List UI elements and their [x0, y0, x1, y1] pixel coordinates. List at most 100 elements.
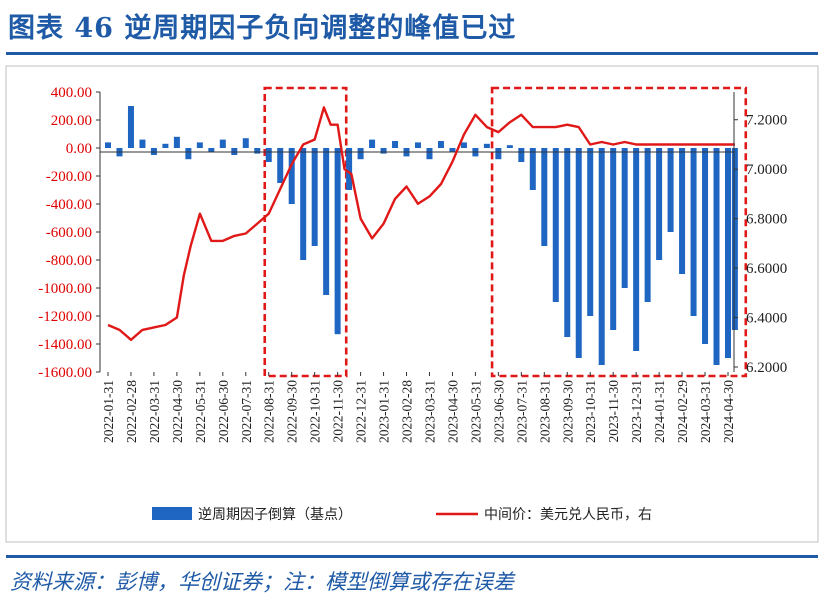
bar	[483, 143, 490, 148]
right-tick-label: 6.6000	[746, 261, 787, 277]
left-tick-label: -200.00	[46, 169, 92, 185]
figure-title: 图表 46 逆周期因子负向调整的峰值已过	[8, 13, 517, 44]
bar	[415, 142, 421, 148]
x-tick-label: 2024-03-31	[698, 380, 713, 443]
bar	[265, 148, 272, 162]
bar	[690, 148, 697, 316]
x-tick-label: 2023-02-28	[400, 380, 415, 443]
x-tick-label: 2022-08-31	[262, 380, 277, 443]
right-tick-label: 7.0000	[746, 162, 787, 178]
bar	[702, 148, 709, 344]
x-tick-label: 2022-12-31	[354, 380, 369, 443]
x-tick-label: 2023-08-31	[537, 380, 552, 443]
x-tick-label: 2023-05-31	[468, 380, 483, 443]
bar	[254, 148, 261, 154]
bar	[392, 141, 399, 148]
legend-line-label: 中间价：美元兑人民币，右	[484, 507, 652, 523]
x-tick-label: 2022-05-31	[193, 380, 208, 443]
bar	[437, 141, 444, 148]
bar	[506, 145, 513, 148]
right-tick-label: 6.4000	[746, 311, 787, 327]
bar	[334, 148, 341, 335]
highlight-boxes	[263, 86, 748, 378]
left-tick-label: -400.00	[46, 197, 92, 213]
bar	[541, 148, 548, 246]
x-tick-label: 2022-03-31	[147, 380, 162, 443]
left-tick-label: 0.00	[66, 141, 92, 157]
bar	[679, 148, 686, 274]
bar	[644, 148, 651, 302]
x-tick-label: 2022-09-30	[285, 380, 300, 443]
bar	[610, 148, 617, 330]
x-axis-ticks: 2022-01-31 2022-02-28 2022-03-31 2022-04-30…	[101, 372, 736, 443]
left-tick-label: 400.00	[51, 85, 92, 101]
x-tick-label: 2022-02-28	[124, 380, 139, 443]
left-tick-label: -1200.00	[38, 309, 92, 325]
bar	[173, 136, 180, 148]
bar	[656, 148, 663, 260]
x-tick-label: 2022-04-30	[170, 380, 185, 443]
left-tick-label: 200.00	[51, 113, 92, 129]
legend-bar-swatch	[152, 507, 192, 520]
x-tick-label: 2024-04-30	[721, 380, 736, 443]
bar	[621, 148, 628, 288]
bar	[633, 148, 640, 351]
x-tick-label: 2023-06-30	[491, 380, 506, 443]
bar	[288, 148, 295, 204]
bar	[460, 142, 467, 148]
bar	[552, 148, 559, 302]
fx-line	[107, 106, 735, 341]
bar	[587, 148, 594, 316]
bar	[495, 148, 502, 160]
bar	[139, 139, 146, 148]
title-rule	[6, 52, 818, 55]
x-tick-label: 2023-12-31	[629, 380, 644, 443]
left-axis-ticks: 400.00 200.00 0.00 -200.00 -400.00 -600.00 -80…	[38, 85, 100, 381]
x-tick-label: 2022-07-31	[239, 380, 254, 443]
bar	[311, 148, 318, 246]
bar	[162, 143, 169, 148]
bar	[449, 148, 456, 153]
x-tick-label: 2022-10-31	[308, 380, 323, 443]
footer-rule	[6, 555, 818, 558]
bar	[667, 148, 674, 232]
x-tick-label: 2022-01-31	[101, 380, 116, 443]
source-note: 资料来源：彭博，华创证券；注：模型倒算或存在误差	[10, 570, 514, 594]
bar	[426, 148, 433, 160]
bar	[564, 148, 571, 337]
bar	[277, 148, 284, 183]
x-tick-label: 2022-06-30	[216, 380, 231, 443]
left-tick-label: -800.00	[46, 253, 92, 269]
bar	[219, 139, 226, 148]
left-tick-label: -1600.00	[38, 365, 92, 381]
bar	[713, 148, 720, 365]
bar	[323, 148, 330, 295]
bar	[185, 148, 192, 160]
right-tick-label: 6.2000	[746, 360, 787, 376]
bar	[242, 138, 249, 148]
bar	[529, 148, 536, 190]
bar	[127, 106, 134, 148]
highlight-box-2	[490, 86, 748, 378]
x-tick-label: 2022-11-30	[331, 380, 346, 443]
x-tick-label: 2024-01-31	[652, 380, 667, 443]
bar	[598, 148, 605, 365]
legend-bar-label: 逆周期因子倒算（基点）	[198, 506, 352, 523]
left-tick-label: -1000.00	[38, 281, 92, 297]
bar	[380, 148, 387, 154]
bar	[346, 148, 353, 190]
right-tick-label: 7.2000	[746, 113, 787, 129]
x-tick-label: 2023-11-30	[606, 380, 621, 443]
left-tick-label: -600.00	[46, 225, 92, 241]
bar	[725, 148, 731, 358]
highlight-box-1	[263, 86, 348, 378]
bar-series	[105, 106, 738, 365]
bar	[369, 139, 376, 148]
bar	[731, 148, 738, 330]
x-tick-label: 2023-01-31	[377, 380, 392, 443]
x-tick-label: 2023-07-31	[514, 380, 529, 443]
bar	[105, 142, 111, 148]
x-tick-label: 2023-09-30	[560, 380, 575, 443]
x-tick-label: 2023-10-31	[583, 380, 598, 443]
